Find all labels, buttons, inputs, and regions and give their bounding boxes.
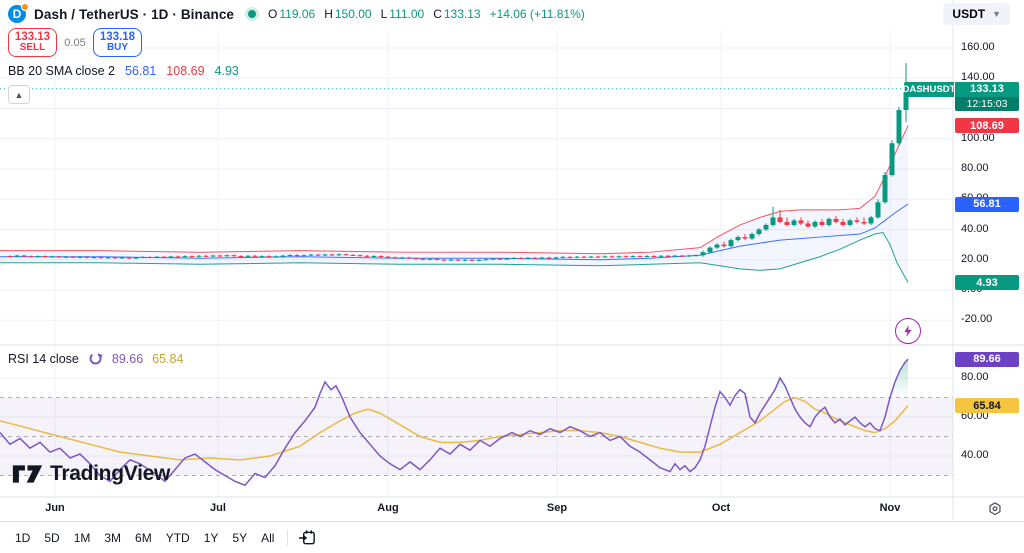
range-button-all[interactable]: All [254,528,281,548]
price-axis-label: 80.00 [961,162,989,174]
range-button-1d[interactable]: 1D [8,528,37,548]
month-label: Jul [210,502,226,514]
bb-lower-value: 4.93 [214,64,239,78]
bar-countdown: 12:15:03 [955,97,1019,111]
toolbar-divider [287,529,289,546]
month-label: Aug [377,502,399,514]
change-value: +14.06 (+11.81%) [489,7,585,21]
buy-button[interactable]: 133.18 BUY [93,28,142,57]
bb-upper-value: 108.69 [166,64,205,78]
price-level-badge: 4.93 [955,275,1019,291]
sell-button[interactable]: 133.13 SELL [8,28,57,57]
price-axis-label: 100.00 [961,131,995,144]
chevron-up-icon: ▲ [14,89,24,100]
calendar-icon [299,530,316,545]
rsi-level-badge: 89.66 [955,351,1019,367]
lightning-icon [904,325,912,337]
price-level-badge: 56.81 [955,196,1019,212]
rsi-sma-value: 65.84 [152,351,184,366]
tradingview-watermark[interactable]: TradingView [12,462,170,486]
rsi-axis-label: 80.00 [961,371,989,383]
watermark-text: TradingView [50,462,171,485]
ohlc-item: C 133.13 [433,7,481,21]
bb-label: BB 20 SMA close 2 [8,64,116,78]
price-level-badge: 108.69 [955,118,1019,134]
bottom-toolbar: 1D 5D 1M 3M 6M YTD 1Y 5Y All [0,521,1024,553]
range-button-5y[interactable]: 5Y [225,528,254,548]
price-axis-label: 140.00 [961,71,995,84]
spread-value: 0.05 [64,36,86,49]
ohlc-item: L 111.00 [380,7,425,21]
rsi-legend[interactable]: RSI 14 close 89.66 65.84 [8,351,183,366]
rsi-level-badge: 65.84 [955,398,1019,414]
price-axis-label: 160.00 [961,41,995,53]
range-selector: 1D 5D 1M 3M 6M YTD 1Y 5Y All [8,528,281,548]
market-status-dot-icon [248,10,257,18]
price-axis-label: -20.00 [961,313,993,326]
pane-collapse-button[interactable]: ▲ [8,85,30,104]
month-label: Nov [879,502,901,514]
month-label: Jun [45,502,65,514]
last-price-badge: 133.13 12:15:03 [955,82,1019,111]
symbol-badge-name: DASHUSDT [902,82,956,97]
ohlc-item: O 119.06 [268,7,316,21]
axis-settings-gear-icon[interactable] [986,500,1004,518]
sell-price: 133.13 [14,31,51,44]
bb-basis-value: 56.81 [125,64,157,78]
buy-price: 133.18 [99,31,136,44]
buy-label: BUY [106,42,129,54]
last-price-value: 133.13 [970,83,1004,95]
rsi-axis-label: 40.00 [961,449,989,461]
rsi-value: 89.66 [111,351,144,366]
ohlc-item: H 150.00 [324,7,372,21]
chart-header: D Dash / TetherUS · 1D · Binance O 119.06… [0,0,1024,28]
bb-legend[interactable]: BB 20 SMA close 2 56.81 108.69 4.93 [8,64,239,78]
price-axis-label: 20.00 [961,252,989,265]
rsi-loop-icon [89,352,103,365]
range-button-6m[interactable]: 6M [128,528,159,548]
currency-label: USDT [952,7,986,21]
month-label: Sep [546,502,568,514]
range-button-ytd[interactable]: YTD [159,528,197,548]
notification-dot-icon [21,3,29,11]
trade-buttons: 133.13 SELL 0.05 133.18 BUY [8,28,142,57]
ohlc-readout: O 119.06 H 150.00 L 111.00 C 133.13 +14.06 (+11.… [268,7,585,21]
chevron-down-icon: ▼ [992,9,1001,19]
time-axis[interactable]: Jun Jul Aug Sep Oct Nov [0,497,1024,521]
rsi-label: RSI 14 close [8,351,79,366]
dash-coin-icon: D [8,3,29,23]
month-label: Oct [711,502,731,514]
currency-dropdown[interactable]: USDT ▼ [943,3,1010,25]
tradingview-logo-icon [12,465,43,483]
sell-label: SELL [19,42,46,54]
boost-button[interactable] [895,318,921,344]
range-button-5d[interactable]: 5D [37,528,66,548]
goto-date-button[interactable] [294,526,321,549]
price-axis-label: 40.00 [961,222,989,235]
range-button-1m[interactable]: 1M [67,528,98,548]
symbol-title[interactable]: Dash / TetherUS · 1D · Binance [34,6,235,22]
range-button-3m[interactable]: 3M [97,528,128,548]
range-button-1y[interactable]: 1Y [197,528,226,548]
